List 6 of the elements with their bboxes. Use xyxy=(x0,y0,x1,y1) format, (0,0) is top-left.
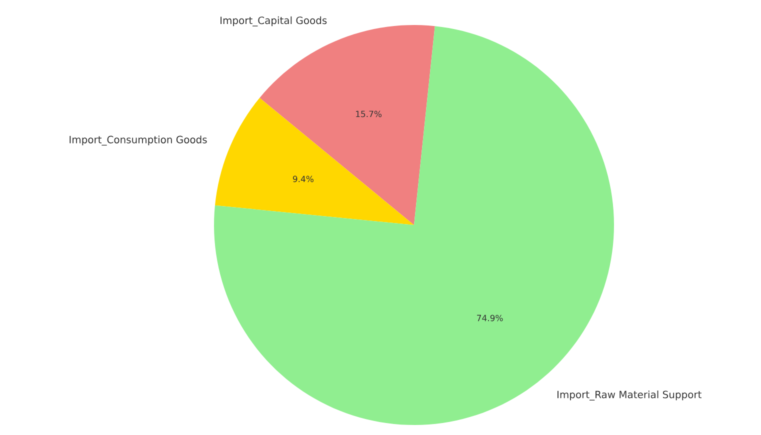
data-label: 74.9% xyxy=(477,314,503,322)
slice-label: Import_Capital Goods xyxy=(220,16,327,26)
slice-label: Import_Consumption Goods xyxy=(70,136,207,146)
data-label: 9.4% xyxy=(292,176,314,182)
slice-label: Import_Raw Material Support xyxy=(557,390,702,400)
data-label: 15.7% xyxy=(356,110,382,118)
